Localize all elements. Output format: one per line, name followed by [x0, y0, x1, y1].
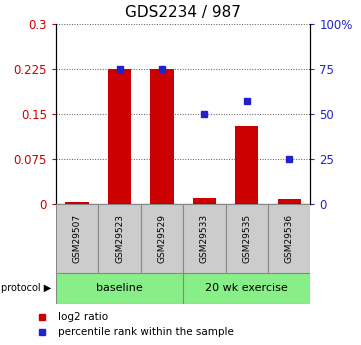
Bar: [141, 204, 183, 273]
Bar: [235, 126, 258, 204]
Bar: [268, 204, 310, 273]
Text: log2 ratio: log2 ratio: [58, 312, 108, 322]
Bar: [108, 69, 131, 204]
Bar: [226, 204, 268, 273]
Text: GSM29529: GSM29529: [157, 214, 166, 263]
Text: protocol ▶: protocol ▶: [1, 283, 52, 293]
Bar: [56, 204, 98, 273]
Text: GSM29507: GSM29507: [73, 214, 82, 263]
Bar: [150, 69, 174, 204]
Bar: [65, 203, 89, 204]
Text: GSM29536: GSM29536: [285, 214, 294, 263]
Text: GSM29533: GSM29533: [200, 214, 209, 263]
Text: GSM29523: GSM29523: [115, 214, 124, 263]
Bar: [278, 199, 301, 204]
Text: baseline: baseline: [96, 283, 143, 293]
Text: 20 wk exercise: 20 wk exercise: [205, 283, 288, 293]
Bar: [56, 273, 183, 304]
Bar: [193, 198, 216, 204]
Bar: [183, 204, 226, 273]
Title: GDS2234 / 987: GDS2234 / 987: [125, 5, 241, 20]
Bar: [98, 204, 141, 273]
Text: GSM29535: GSM29535: [242, 214, 251, 263]
Text: percentile rank within the sample: percentile rank within the sample: [58, 327, 234, 337]
Bar: [183, 273, 310, 304]
